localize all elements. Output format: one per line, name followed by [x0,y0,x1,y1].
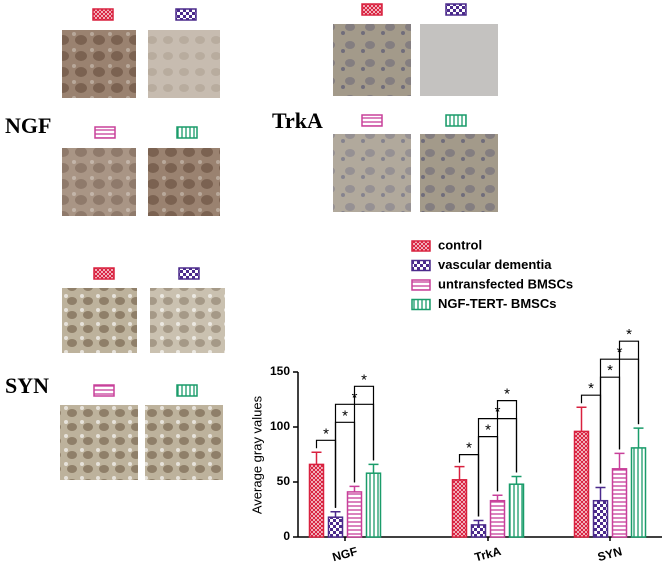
icon [445,3,467,16]
bar [365,472,382,538]
y-tick-label: 100 [270,419,290,433]
error-bar [511,475,522,485]
icon [178,267,200,280]
significance-bracket [496,400,518,492]
micrograph [333,24,411,96]
significance-label: * [588,380,594,397]
micrograph [62,288,137,353]
significance-label: * [466,440,472,457]
y-tick-label: 50 [277,474,291,488]
micrograph [145,405,223,480]
significance-label: * [607,362,613,379]
significance-label: * [626,326,632,343]
bar [611,468,628,538]
legend-swatch [411,259,431,272]
error-bar [368,463,379,474]
icon [175,8,197,21]
significance-bracket [599,376,621,484]
significance-label: * [361,371,367,388]
significance-label: * [323,425,329,442]
error-bar [349,485,360,492]
icon [361,114,383,127]
micrograph [420,24,498,96]
bar [489,499,506,538]
bar [327,516,344,538]
legend-swatch [411,298,431,311]
x-tick-label: NGF [331,544,359,564]
bar [592,499,609,538]
error-bar [614,452,625,469]
y-tick-label: 150 [270,364,290,378]
icon [176,126,198,139]
error-bar [633,427,644,448]
bar [308,463,325,538]
panel-label: TrkA [272,108,323,133]
bar [470,524,487,538]
micrographs [60,24,498,480]
micrograph [62,148,136,216]
error-bar [473,519,484,525]
icon [93,267,115,280]
micrograph [333,134,411,212]
micrograph [60,405,138,480]
icon [92,8,114,21]
micrograph [420,134,498,212]
error-bar [576,406,587,432]
legend-swatch [411,279,431,291]
micrograph-icons [92,3,467,397]
legend-label: control [438,237,482,252]
error-bar [311,451,322,465]
x-tick-label: SYN [596,544,623,564]
panel-label: NGF [5,113,51,138]
y-axis-label: Average gray values [249,395,264,514]
bar [451,479,468,538]
micrograph [148,148,220,216]
error-bar [492,494,503,501]
significance-label: * [485,422,491,439]
micrograph [148,30,220,98]
error-bar [454,465,465,480]
significance-bracket [353,385,375,483]
error-bar [595,486,606,501]
bar [508,483,525,538]
legend-label: untransfected BMSCs [438,276,573,291]
significance-bracket [618,340,640,450]
significance-label: * [342,407,348,424]
panel-label: SYN [5,373,49,398]
icon [93,384,115,397]
bar [346,491,363,538]
icon [445,114,467,127]
legend-swatch [411,240,431,252]
significance-label: * [504,386,510,403]
icon [361,3,383,16]
micrograph [62,30,136,98]
bar [630,447,647,538]
icon [176,384,198,397]
error-bar [330,510,341,518]
x-tick-label: TrkA [473,544,503,565]
y-tick-label: 0 [283,529,290,543]
bar [573,430,590,538]
legend-label: vascular dementia [438,257,552,272]
legend-label: NGF-TERT- BMSCs [438,296,556,311]
icon [94,126,116,139]
micrograph [150,288,225,353]
